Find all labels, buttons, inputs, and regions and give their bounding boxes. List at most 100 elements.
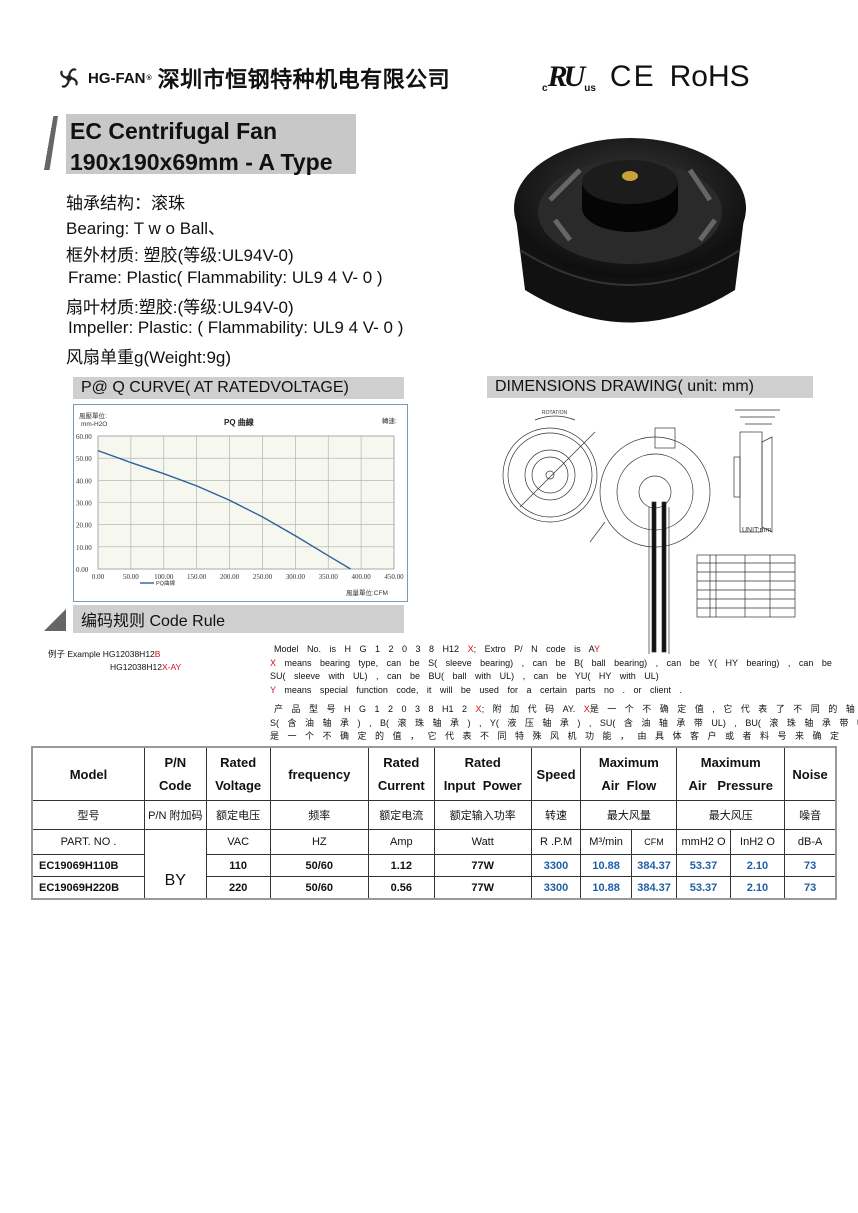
text: Model No. is H G 1 2 0 3 8 H12 <box>274 644 468 654</box>
text: X-AY <box>161 662 182 672</box>
text: 77W <box>433 854 532 877</box>
spec-impeller-en: Impeller: Plastic: ( Flammability: UL9 4… <box>68 318 404 337</box>
text: Rated Input Power <box>433 746 532 801</box>
product-title: EC Centrifugal Fan <box>70 118 278 144</box>
text: VAC <box>205 829 271 855</box>
text: 73 <box>784 876 837 900</box>
title-accent-bar <box>44 116 58 170</box>
text: 是 一 个 不 确 定 的 值 ， 它 代 表 不 同 特 殊 风 机 功 能 … <box>270 731 840 741</box>
table-unit-row: PART. NO . BY VAC HZ Amp Watt R .P.M M³/min C… <box>31 829 837 900</box>
text: 50/60 <box>269 854 369 877</box>
code-rule-description: Model No. is H G 1 2 0 3 8 H12 X; Extro … <box>270 643 858 744</box>
text: 73 <box>784 854 837 877</box>
text: 3300 <box>530 854 582 877</box>
product-subtitle: 190x190x69mm - A Type <box>70 149 333 175</box>
x-tick-label: 50.00 <box>123 573 139 581</box>
text: us <box>584 83 596 94</box>
text: 1.12 <box>367 854 435 877</box>
spec-bearing-en: Bearing: T w o Ball、 <box>66 219 226 238</box>
text: 3300 <box>530 876 582 900</box>
text: 0.56 <box>367 876 435 900</box>
text: Maximum Air Pressure <box>676 746 786 801</box>
text: InH2 O <box>729 829 786 855</box>
text: 最大风量 <box>580 800 678 830</box>
x-tick-label: 100.00 <box>154 573 174 581</box>
dimensions-header: DIMENSIONS DRAWING( unit: mm) <box>487 376 813 398</box>
code-rule-header: 编码规则 Code Rule <box>73 605 404 633</box>
y-tick-label: 50.00 <box>76 455 92 463</box>
text: 产 品 型 号 H G 1 2 0 3 8 H1 2 <box>274 704 476 714</box>
text: means bearing type, can be S( sleeve bea… <box>276 657 832 668</box>
text: 50/60 <box>269 876 369 900</box>
company-name-cn: 深圳市恒钢特种机电有限公司 <box>157 67 451 92</box>
pq-chart: 0.00 50.00 100.00 150.00 200.00 250.00 300.00 3… <box>73 404 408 602</box>
text: Rated Voltage <box>205 746 271 801</box>
text: Amp <box>367 829 435 855</box>
x-tick-label: 300.00 <box>286 573 306 581</box>
table-row: EC19069H110B 110 50/60 1.12 77W 3300 10.88 384… <box>31 854 837 877</box>
text: 是 一 个 不 确 定 值 , 它 代 表 了 不 同 的 轴 承 类 型 , <box>589 704 858 714</box>
text: EC19069H110B <box>31 854 145 877</box>
pq-curve-header: P@ Q CURVE( AT RATEDVOLTAGE) <box>73 377 404 399</box>
rohs-mark: RoHS <box>669 60 750 93</box>
text: Noise <box>784 746 837 801</box>
legend-label: PQ曲線 <box>156 579 175 587</box>
text: X <box>467 644 474 654</box>
text: ; Extro P/ N code is A <box>473 644 594 654</box>
x-tick-label: 250.00 <box>253 573 273 581</box>
text: 转速 <box>530 800 582 830</box>
text: c <box>542 83 548 94</box>
text: 10.88 <box>580 876 632 900</box>
text: means special function code, it will be … <box>275 684 682 695</box>
ce-mark: CE <box>609 60 656 93</box>
pq-curve-line <box>97 449 351 570</box>
code-example-1: 例子 Example HG12038H12B <box>48 648 160 660</box>
text: S( 含 油 轴 承 ) , B( 滚 珠 轴 承 ) , Y( 液 压 轴 承… <box>270 717 858 728</box>
text: Maximum Air Flow <box>580 746 678 801</box>
code-example-2: HG12038H12X-AY <box>110 662 181 672</box>
speed-label: 轉速: <box>382 416 397 425</box>
table-header-row: Model P/N Code Rated Voltage frequency R… <box>31 746 837 801</box>
text: PART. NO . <box>31 829 145 855</box>
text: frequency <box>269 746 369 801</box>
text: 额定电压 <box>205 800 271 830</box>
text: 110 <box>205 854 271 877</box>
text: CFM <box>630 829 678 855</box>
code-rule-accent <box>44 609 66 631</box>
text: mmH2 O <box>676 829 731 855</box>
text: 额定电流 <box>367 800 435 830</box>
text: Watt <box>433 829 532 855</box>
x-tick-label: 0.00 <box>92 573 105 581</box>
brand-name: HG-FAN <box>88 69 146 87</box>
text: Speed <box>530 746 582 801</box>
text: P/N Code <box>143 746 207 801</box>
x-tick-label: 150.00 <box>187 573 207 581</box>
y-tick-label: 40.00 <box>76 477 92 485</box>
y-tick-label: 30.00 <box>76 500 92 508</box>
text: 型号 <box>31 800 145 830</box>
registered-mark: ® <box>146 74 152 82</box>
company-header: HG-FAN ® 深圳市恒钢特种机电有限公司 <box>56 62 450 94</box>
x-tick-label: 350.00 <box>319 573 339 581</box>
text: Model <box>31 746 145 801</box>
fan-logo-icon <box>60 68 78 88</box>
dimensions-drawing: ROTATION UNIT:mm <box>502 409 796 654</box>
x-tick-label: 400.00 <box>351 573 371 581</box>
text: 77W <box>433 876 532 900</box>
y-tick-label: 60.00 <box>76 433 92 441</box>
title-background <box>66 114 356 174</box>
text: X <box>270 657 277 668</box>
text: 2.10 <box>729 854 786 877</box>
text: SU( sleeve with UL) , can be BU( ball wi… <box>270 671 659 681</box>
text: 噪音 <box>784 800 837 830</box>
text: 10.88 <box>580 854 632 877</box>
text: P/N 附加码 <box>143 800 207 830</box>
text: B <box>154 649 161 659</box>
unit-label: UNIT:mm <box>742 527 771 534</box>
ul-mark: c RU us <box>542 60 596 94</box>
text: 2.10 <box>729 876 786 900</box>
fan-product-image <box>514 138 746 323</box>
text: 384.37 <box>630 854 678 877</box>
text: 384.37 <box>630 876 678 900</box>
y-tick-label: 20.00 <box>76 522 92 530</box>
